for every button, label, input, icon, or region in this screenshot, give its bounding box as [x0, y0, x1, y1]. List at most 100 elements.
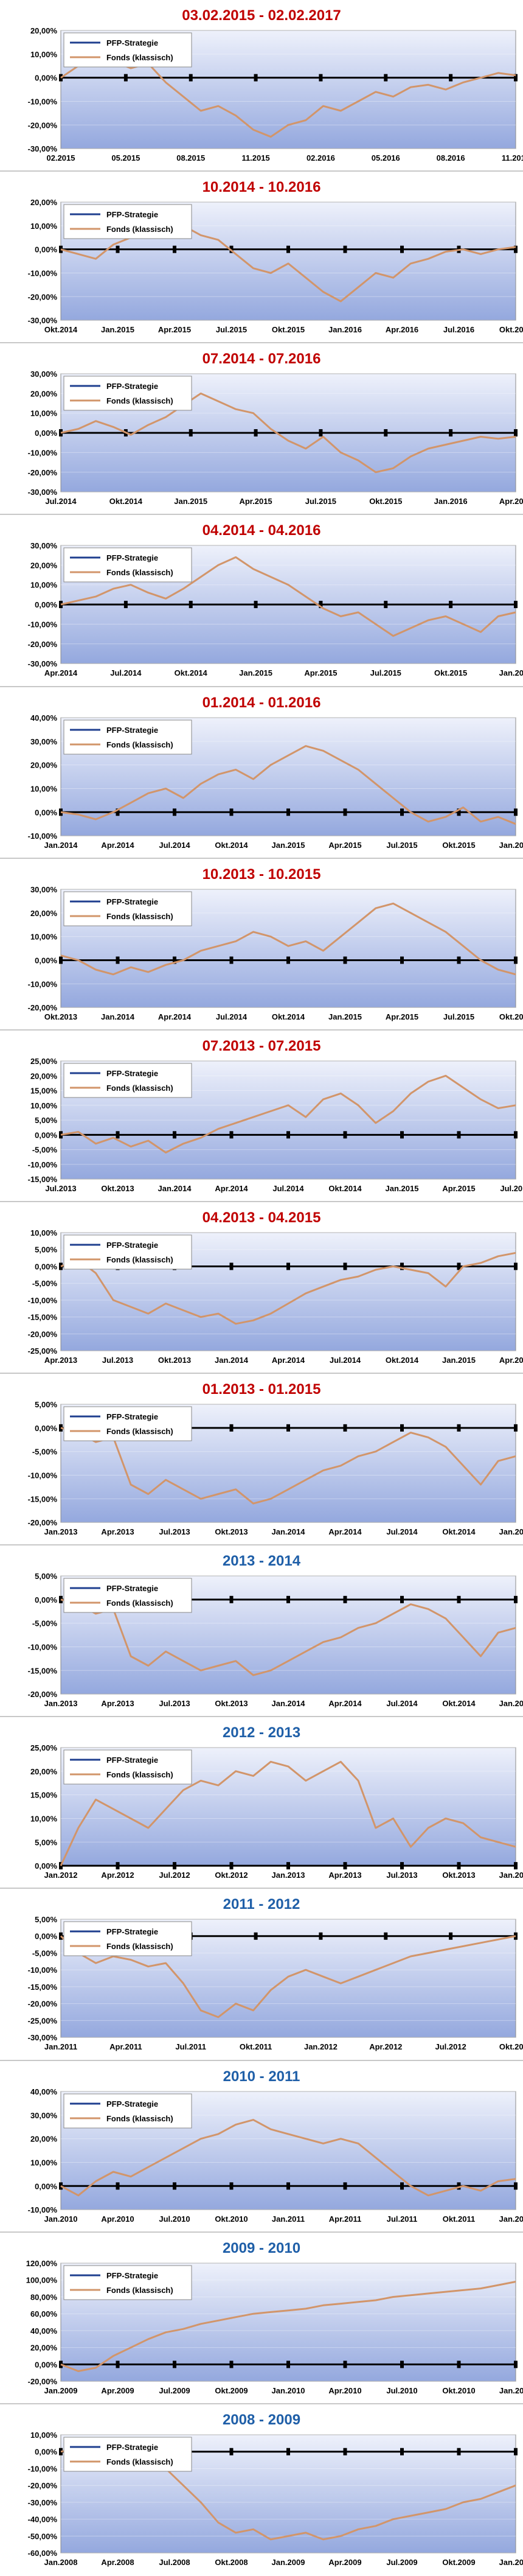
panel-separator — [0, 1716, 523, 1718]
legend-pfp-label: PFP-Strategie — [106, 1241, 158, 1250]
chart-svg: 40,00%30,00%20,00%10,00%0,00%-10,00%Jan.… — [28, 2087, 523, 2224]
x-tick-label: Apr.2015 — [442, 1184, 475, 1193]
series-pfp-marker — [457, 1424, 461, 1432]
y-tick-label: 5,00% — [35, 1915, 57, 1924]
y-tick-label: -30,00% — [28, 660, 58, 669]
y-tick-label: 10,00% — [30, 1228, 57, 1237]
series-pfp-marker — [457, 2182, 461, 2189]
y-tick-label: -25,00% — [28, 2017, 58, 2026]
chart-title: 10.2013 - 10.2015 — [202, 866, 321, 883]
x-tick-label: Apr.2008 — [101, 2558, 134, 2567]
panel-separator — [0, 2059, 523, 2061]
x-tick-label: Jan.2015 — [239, 669, 272, 678]
x-tick-label: Jan.2014 — [272, 1699, 306, 1708]
x-tick-label: Jul.2013 — [102, 1356, 133, 1365]
series-pfp-marker — [229, 2182, 234, 2189]
y-tick-label: 15,00% — [30, 1791, 57, 1800]
series-pfp-marker — [189, 601, 193, 609]
y-tick-label: 40,00% — [30, 2087, 57, 2096]
series-pfp-marker — [513, 1262, 518, 1270]
series-pfp-marker — [116, 808, 120, 816]
x-tick-label: Jul.2012 — [435, 2043, 466, 2052]
y-tick-label: 0,00% — [35, 429, 57, 438]
series-pfp-marker — [254, 74, 258, 82]
x-tick-label: Jul.2014 — [386, 1699, 418, 1708]
x-tick-label: Jul.2014 — [216, 1012, 248, 1021]
x-tick-label: 11.2015 — [241, 153, 269, 163]
y-tick-label: 20,00% — [30, 1767, 57, 1776]
chart-svg: 10,00% 5,00% 0,00% -5,00% -10,00% -15,00% -20,… — [28, 1228, 523, 1365]
x-tick-label: Okt.2016 — [499, 325, 523, 334]
y-tick-label: 20,00% — [30, 561, 57, 570]
y-tick-label: -20,00% — [28, 1329, 58, 1339]
series-pfp-marker — [449, 1933, 453, 1941]
series-pfp-marker — [400, 2361, 404, 2368]
y-tick-label: -5,00% — [32, 1145, 58, 1154]
legend-box — [63, 376, 192, 411]
series-pfp-marker — [319, 601, 323, 609]
panel-separator — [0, 1029, 523, 1031]
chart-svg: 5,00%0,00%-5,00%-10,00%-15,00%-20,00%Jan… — [28, 1400, 523, 1536]
y-tick-label: -15,00% — [28, 1494, 58, 1503]
x-tick-label: Jul.2011 — [175, 2043, 206, 2052]
series-pfp-marker — [59, 245, 63, 253]
x-tick-label: Apr.2009 — [328, 2558, 361, 2567]
series-pfp-marker — [116, 1131, 120, 1139]
chart-title: 07.2014 - 07.2016 — [202, 351, 321, 368]
series-pfp-marker — [286, 2182, 290, 2189]
y-tick-label: 60,00% — [30, 2309, 57, 2319]
series-pfp-marker — [400, 2448, 404, 2455]
x-tick-label: Apr.2013 — [101, 1699, 134, 1708]
series-pfp-marker — [513, 1131, 518, 1139]
y-tick-label: 0,00% — [35, 1130, 57, 1139]
legend-box — [63, 1406, 192, 1441]
x-tick-label: Okt.2012 — [215, 1871, 248, 1880]
legend-pfp-label: PFP-Strategie — [106, 1412, 158, 1421]
series-pfp-marker — [343, 1862, 347, 1870]
series-pfp-marker — [343, 2361, 347, 2368]
series-pfp-marker — [286, 2361, 290, 2368]
x-tick-label: Jan.2015 — [499, 1699, 523, 1708]
y-tick-label: -25,00% — [28, 1346, 58, 1356]
legend-box — [63, 547, 192, 583]
legend-fonds-label: Fonds (klassisch) — [106, 2114, 173, 2123]
chart-title: 2009 - 2010 — [222, 2239, 301, 2256]
x-tick-label: Apr.2010 — [328, 2386, 361, 2395]
chart-panel: 04.2013 - 04.2015 10,00% 5,00% 0,00% -5,00% -… — [0, 1202, 523, 1374]
series-pfp-marker — [189, 429, 193, 437]
chart-panel: 2012 - 2013 25,00% 20,00% 15,00% 10,00% 5,00%… — [0, 1717, 523, 1889]
x-tick-label: Okt.2014 — [328, 1184, 362, 1193]
legend-box — [63, 719, 192, 755]
x-tick-label: Jan.2015 — [174, 497, 207, 506]
y-tick-label: 10,00% — [30, 409, 57, 418]
x-tick-label: Jan.2012 — [499, 2214, 523, 2224]
series-pfp-marker — [286, 2448, 290, 2455]
x-tick-label: Jan.2014 — [499, 1871, 523, 1880]
chart-panel: 01.2013 - 01.2015 5,00% 0,00% -5,00% -10,00%… — [0, 1374, 523, 1546]
y-tick-label: 10,00% — [30, 1815, 57, 1824]
y-tick-label: -10,00% — [28, 2464, 58, 2473]
y-tick-label: -20,00% — [28, 1690, 58, 1699]
x-tick-label: Jan.2014 — [272, 1527, 306, 1536]
x-tick-label: Apr.2015 — [328, 841, 361, 850]
panel-separator — [0, 1544, 523, 1546]
legend-pfp-label: PFP-Strategie — [106, 553, 158, 562]
legend-fonds-label: Fonds (klassisch) — [106, 2457, 173, 2466]
series-pfp-marker — [513, 2361, 518, 2368]
chart-panel: 04.2014 - 04.2016 30,00% 20,00% 10,00% 0,00%… — [0, 515, 523, 687]
x-tick-label: Jan.2009 — [272, 2558, 305, 2567]
legend-fonds-label: Fonds (klassisch) — [106, 396, 173, 405]
series-pfp-marker — [173, 1862, 177, 1870]
series-pfp-marker — [400, 1424, 404, 1432]
series-pfp-marker — [400, 1262, 404, 1270]
series-pfp-marker — [513, 2448, 518, 2455]
x-tick-label: Jul.2015 — [305, 497, 336, 506]
y-tick-label: 100,00% — [26, 2275, 58, 2284]
series-pfp-marker — [513, 956, 518, 964]
y-tick-label: 5,00% — [35, 1245, 57, 1255]
x-tick-label: Apr.2014 — [328, 1527, 362, 1536]
legend-fonds-label: Fonds (klassisch) — [106, 1942, 173, 1951]
series-pfp-marker — [173, 956, 177, 964]
x-tick-label: Jan.2008 — [44, 2558, 78, 2567]
